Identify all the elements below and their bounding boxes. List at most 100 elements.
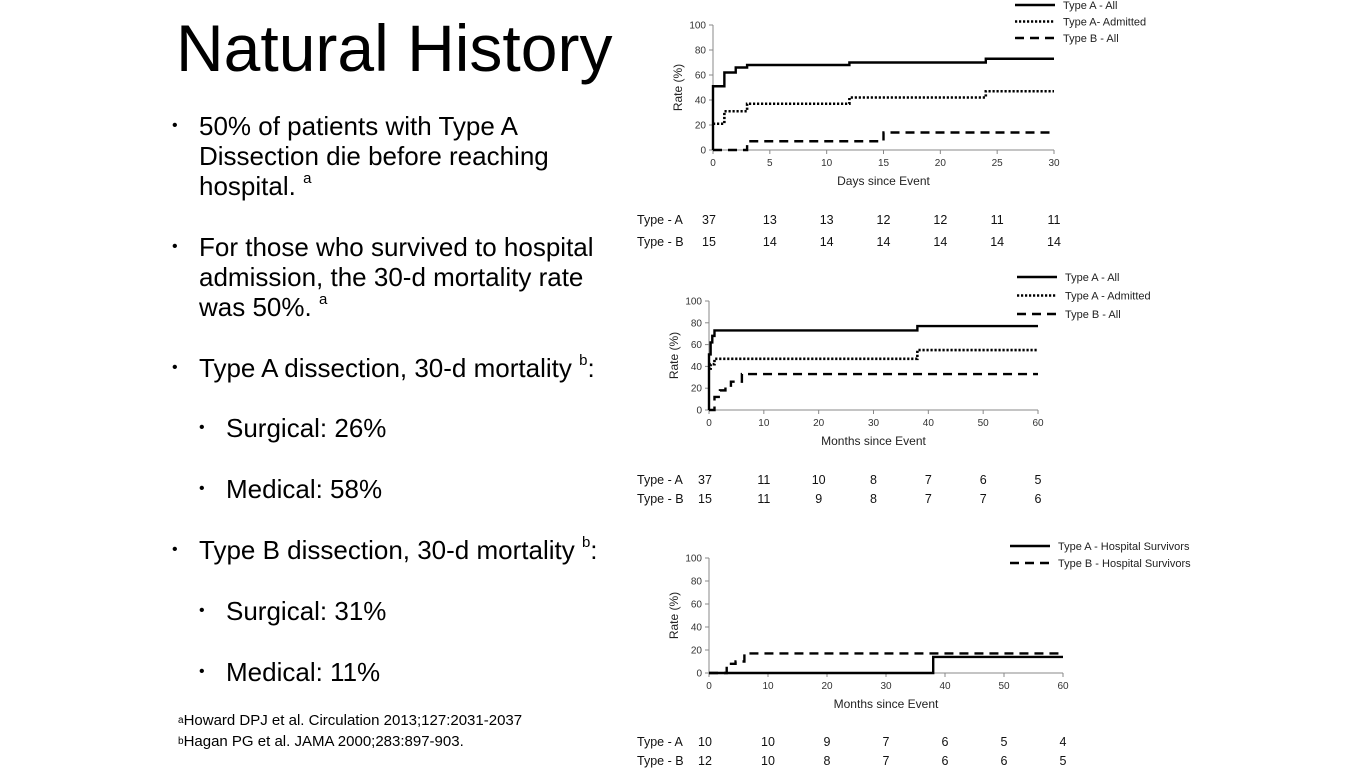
x-tick-label: 30 — [868, 418, 880, 429]
y-tick-label: 20 — [691, 384, 703, 395]
risk-value: 10 — [761, 735, 775, 749]
bullet-line: 50% of patients with Type A — [199, 111, 518, 141]
risk-value: 37 — [702, 213, 716, 227]
risk-value: 12 — [877, 213, 891, 227]
y-tick-label: 20 — [691, 646, 703, 657]
risk-value: 14 — [820, 235, 834, 249]
reference-b-text: Hagan PG et al. JAMA 2000;283:897-903. — [183, 733, 464, 750]
x-tick-label: 10 — [821, 158, 833, 169]
citation-marker: a — [303, 170, 312, 187]
bullet-marker: • — [199, 663, 205, 680]
risk-value: 14 — [877, 235, 891, 249]
legend-label: Type A - All — [1065, 272, 1119, 284]
y-tick-label: 100 — [689, 21, 706, 32]
series-line — [709, 372, 1038, 412]
risk-value: 6 — [980, 473, 987, 487]
risk-value: 7 — [925, 492, 932, 506]
risk-value: 4 — [1060, 735, 1067, 749]
x-tick-label: 20 — [813, 418, 825, 429]
risk-value: 9 — [824, 735, 831, 749]
reference-a-marker: a — [178, 715, 184, 726]
bullet-line: Medical: 11% — [226, 657, 381, 687]
y-tick-label: 40 — [695, 96, 707, 107]
y-axis-label: Rate (%) — [671, 64, 685, 111]
series-line — [711, 57, 1054, 150]
bullet-marker: • — [172, 117, 178, 134]
y-tick-label: 20 — [695, 121, 707, 132]
y-tick-label: 80 — [695, 46, 707, 57]
risk-value: 6 — [1001, 754, 1008, 768]
chart-1: 0 20 40 60 80 100 0 5 10 15 20 25 30 Days since Event… — [637, 0, 1146, 249]
x-tick-label: 20 — [821, 681, 833, 692]
x-tick-label: 20 — [935, 158, 947, 169]
risk-value: 12 — [698, 754, 712, 768]
x-tick-label: 30 — [1048, 158, 1060, 169]
x-tick-label: 40 — [923, 418, 935, 429]
risk-value: 14 — [933, 235, 947, 249]
x-tick-label: 15 — [878, 158, 890, 169]
risk-value: 7 — [883, 735, 890, 749]
risk-value: 13 — [763, 213, 777, 227]
risk-value: 6 — [1035, 492, 1042, 506]
bullet-text: Type A dissection, 30-d mortality b: — [199, 352, 595, 384]
risk-value: 11 — [757, 473, 770, 487]
x-tick-label: 60 — [1032, 418, 1044, 429]
y-tick-label: 0 — [696, 669, 702, 680]
legend-label: Type A - All — [1063, 0, 1117, 12]
bullet-text: Medical: 11% — [226, 657, 380, 687]
bullet-text: Type B dissection, 30-d mortality b: — [199, 534, 598, 566]
risk-value: 7 — [925, 473, 932, 487]
risk-row-label: Type - B — [637, 235, 684, 249]
risk-value: 13 — [820, 213, 834, 227]
bullet-text: For those who survived to hospital — [199, 232, 594, 262]
series-line — [709, 348, 1038, 370]
series-line — [707, 324, 1038, 410]
risk-value: 15 — [702, 235, 716, 249]
series-line — [713, 131, 1054, 152]
y-tick-label: 80 — [691, 577, 703, 588]
risk-value: 7 — [883, 754, 890, 768]
y-tick-label: 60 — [691, 600, 703, 611]
y-tick-label: 100 — [685, 554, 702, 565]
reference-b: bHagan PG et al. JAMA 2000;283:897-903. — [178, 731, 522, 752]
reference-b-marker: b — [178, 736, 184, 747]
x-axis-label: Months since Event — [834, 697, 939, 711]
risk-value: 7 — [980, 492, 987, 506]
risk-value: 14 — [763, 235, 777, 249]
bullet-line: admission, the 30-d mortality rate — [199, 262, 584, 292]
risk-value: 10 — [761, 754, 775, 768]
risk-row-label: Type - B — [637, 492, 684, 506]
risk-value: 8 — [870, 473, 877, 487]
citation-marker: b — [579, 352, 588, 369]
chart-2: 0 20 40 60 80 100 0 10 20 30 40 50 60 Months since Ev… — [637, 272, 1151, 506]
y-axis-label: Rate (%) — [667, 332, 681, 379]
risk-value: 11 — [757, 492, 770, 506]
x-tick-label: 25 — [992, 158, 1004, 169]
risk-value: 10 — [698, 735, 712, 749]
legend-label: Type B - Hospital Survivors — [1058, 558, 1191, 570]
risk-value: 12 — [933, 213, 947, 227]
risk-value: 5 — [1035, 473, 1042, 487]
citation-marker: a — [318, 291, 328, 308]
bullet-marker: • — [172, 541, 178, 558]
bullet-text: hospital. a — [199, 170, 312, 202]
x-tick-label: 0 — [706, 681, 712, 692]
bullet-text: Medical: 58% — [226, 474, 382, 504]
risk-row-label: Type - A — [637, 213, 684, 227]
series-line — [709, 655, 1063, 675]
bullet-marker: • — [199, 419, 205, 436]
x-tick-label: 10 — [762, 681, 774, 692]
legend-label: Type B - All — [1063, 33, 1119, 45]
risk-value: 8 — [870, 492, 877, 506]
x-tick-label: 50 — [978, 418, 990, 429]
bullet-line: Type B dissection, 30-d mortality — [199, 535, 575, 565]
y-tick-label: 100 — [685, 297, 702, 308]
bullet-marker: • — [172, 359, 178, 376]
y-tick-label: 60 — [695, 71, 707, 82]
risk-value: 5 — [1001, 735, 1008, 749]
legend-label: Type A - Admitted — [1065, 291, 1151, 303]
bullet-text: was 50%. a — [199, 291, 328, 323]
references: aHoward DPJ et al. Circulation 2013;127:… — [178, 710, 522, 752]
risk-value: 37 — [698, 473, 712, 487]
